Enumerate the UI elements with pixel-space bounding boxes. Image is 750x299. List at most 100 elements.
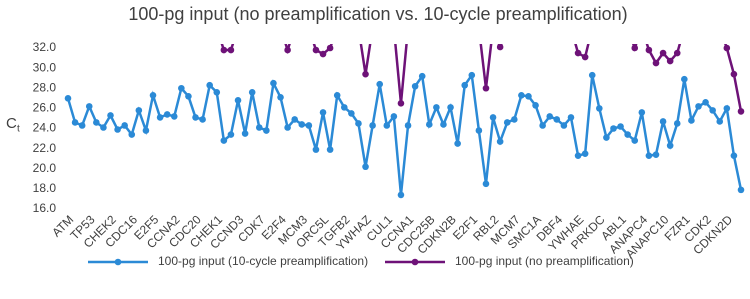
legend-label: 100-pg input (10-cycle preamplification) (158, 254, 368, 268)
data-point (659, 118, 667, 125)
data-point (624, 131, 631, 138)
data-point (326, 44, 334, 52)
data-point (560, 122, 568, 129)
data-point (114, 126, 121, 133)
data-point (511, 116, 518, 123)
data-point (638, 109, 646, 116)
data-point (716, 25, 723, 32)
data-point (525, 93, 532, 100)
data-point (425, 121, 433, 128)
chart-title: 100-pg input (no preamplification vs. 10… (128, 4, 627, 24)
data-point (277, 94, 284, 101)
plot-area (64, 25, 745, 199)
data-point (489, 114, 497, 121)
data-point (107, 112, 114, 119)
data-point (235, 25, 242, 32)
data-point (482, 180, 490, 188)
data-point (362, 70, 369, 78)
data-point (340, 104, 348, 111)
data-point (539, 122, 546, 129)
data-point (568, 25, 575, 32)
data-point (490, 25, 497, 32)
y-tick-label: 32.0 (33, 40, 57, 54)
data-point (326, 146, 334, 153)
data-point (673, 49, 681, 57)
data-point (695, 103, 702, 110)
data-point (305, 122, 313, 129)
data-point (652, 59, 660, 67)
data-point (475, 127, 483, 134)
data-point (404, 122, 412, 129)
y-tick-label: 22.0 (33, 141, 57, 155)
data-point (170, 113, 178, 120)
data-point (730, 152, 738, 159)
data-point (270, 79, 277, 87)
data-point (255, 124, 263, 131)
y-axis-label: C (6, 115, 17, 132)
data-point (574, 152, 582, 159)
y-tick-label: 26.0 (33, 101, 57, 115)
data-point (163, 111, 171, 118)
data-point (702, 99, 709, 106)
data-point (213, 88, 221, 96)
data-point (546, 113, 554, 120)
data-point (213, 25, 220, 32)
data-point (185, 93, 192, 100)
data-point (355, 120, 362, 127)
data-point (681, 75, 688, 83)
data-point (496, 138, 504, 145)
data-point (589, 25, 596, 32)
data-point (64, 95, 72, 102)
data-point (333, 91, 341, 99)
data-point (596, 105, 603, 112)
data-point (397, 100, 405, 107)
data-point (284, 124, 291, 131)
data-point (723, 105, 731, 112)
data-point (666, 57, 674, 65)
data-point (688, 117, 695, 124)
data-point (312, 46, 320, 54)
data-point (227, 131, 235, 138)
data-point (624, 25, 631, 32)
data-point (142, 127, 150, 134)
data-point (639, 25, 646, 32)
data-point (156, 114, 164, 121)
data-point (673, 120, 681, 127)
data-point (454, 140, 461, 147)
data-point (610, 125, 617, 132)
data-point (518, 91, 525, 99)
data-point (504, 25, 511, 32)
data-point (220, 137, 228, 144)
data-point (128, 131, 136, 138)
data-point (652, 151, 660, 158)
data-point (418, 72, 426, 80)
data-point (284, 46, 291, 54)
series-line (220, 44, 743, 112)
data-point (433, 104, 440, 111)
data-point (121, 122, 128, 129)
data-point (645, 46, 653, 54)
data-point (206, 81, 213, 89)
data-point (85, 103, 93, 110)
data-point (100, 124, 107, 131)
data-point (405, 25, 412, 32)
y-axis-label-subscript: t (17, 124, 20, 135)
data-point (355, 25, 362, 32)
data-point (390, 113, 398, 120)
data-point (737, 186, 745, 194)
data-point (241, 130, 249, 137)
data-point (411, 82, 419, 90)
legend-marker (411, 258, 419, 266)
data-point (709, 107, 716, 114)
data-point (306, 25, 313, 32)
data-point (369, 122, 376, 129)
data-point (567, 114, 575, 121)
data-point (631, 44, 639, 52)
data-point (617, 123, 624, 130)
data-point (291, 25, 298, 32)
y-tick-label: 24.0 (33, 121, 57, 135)
data-point (468, 71, 476, 79)
data-point (312, 146, 320, 153)
data-point (93, 119, 100, 126)
